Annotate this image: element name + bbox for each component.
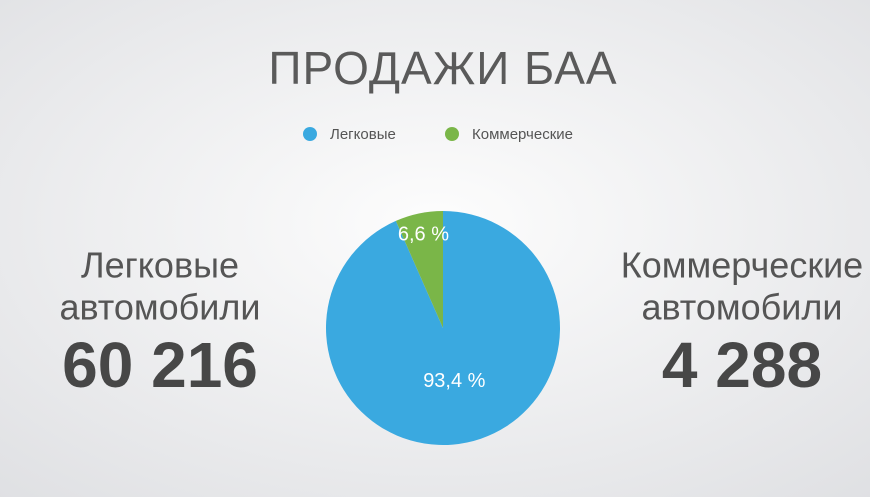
pie-slice — [395, 211, 443, 328]
annotation-figure: 4 288 — [662, 329, 822, 401]
annotation-figure: 60 216 — [62, 329, 258, 401]
annotation-line: автомобили — [59, 287, 260, 328]
annotation-line: Коммерческие — [621, 245, 863, 286]
pie-label: 6,6 % — [398, 223, 449, 245]
annotation-line: автомобили — [641, 287, 842, 328]
annotation-line: Легковые — [81, 245, 239, 286]
legend-swatch — [303, 127, 317, 141]
legend-label: Легковые — [330, 126, 396, 143]
pie-label: 93,4 % — [423, 370, 485, 392]
chart-title: ПРОДАЖИ БАА — [268, 42, 617, 94]
legend-swatch — [445, 127, 459, 141]
legend-label: Коммерческие — [472, 126, 573, 143]
